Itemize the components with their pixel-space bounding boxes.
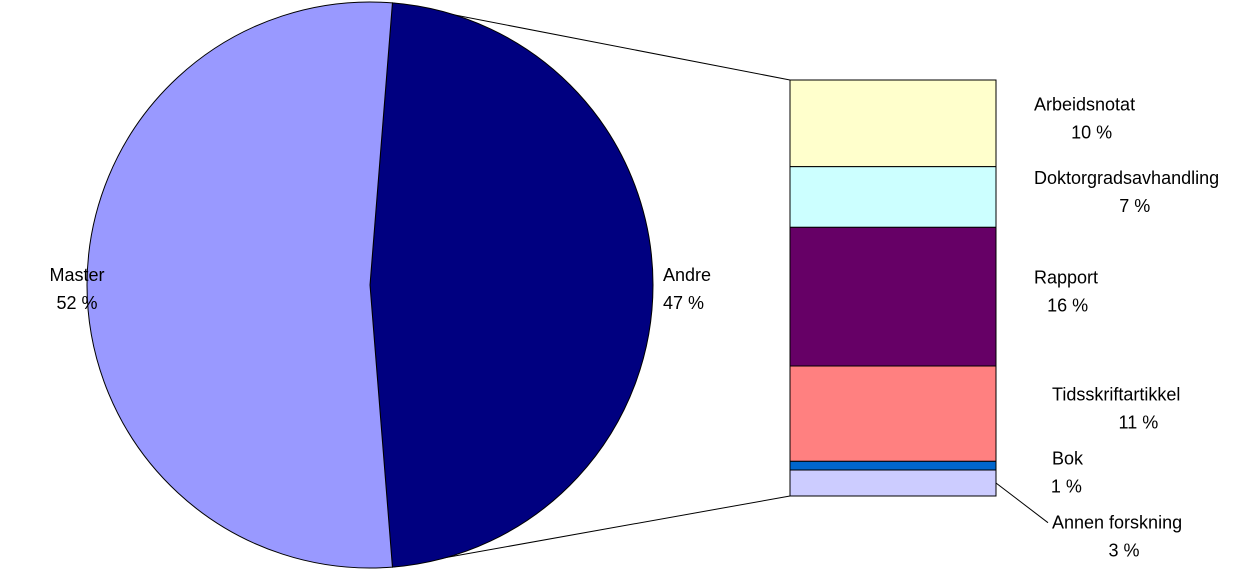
leader-line-annen-forskning [995, 482, 1049, 524]
breakdown-bar [789, 79, 997, 497]
bar-label-arbeidsnotat-value: 10 % [1071, 122, 1112, 142]
connector-line-bottom [392, 495, 791, 568]
pie-label-master-value: 52 % [56, 293, 97, 313]
bar-label-doktorgradsavhandling-value: 7 % [1119, 196, 1150, 216]
pie-slice-master [86, 1, 393, 569]
data-labels: Andre 47 % Master 52 % Arbeidsnotat 10 % Dokto… [49, 94, 1219, 560]
bar-label-rapport-name: Rapport [1034, 268, 1098, 288]
bar-label-doktorgradsavhandling-name: Doktorgradsavhandling [1034, 168, 1219, 188]
bar-label-annen-forskning-name: Annen forskning [1052, 513, 1182, 533]
bar-label-bok-name: Bok [1052, 449, 1084, 469]
bar-label-annen-forskning-value: 3 % [1108, 541, 1139, 561]
bar-segment-doktorgradsavhandling [789, 166, 997, 228]
bar-segment-rapport [789, 226, 997, 367]
bar-label-tidsskriftartikkel-value: 11 % [1119, 413, 1159, 433]
bar-segment-arbeidsnotat [789, 79, 997, 168]
bar-segment-tidsskriftartikkel [789, 365, 997, 462]
pie-label-andre-value: 47 % [663, 293, 704, 313]
bar-label-tidsskriftartikkel-name: Tidsskriftartikkel [1052, 385, 1180, 405]
pie-slice-andre [369, 2, 654, 568]
pie-label-master-name: Master [49, 265, 104, 285]
pie [86, 1, 654, 569]
bar-segment-bok [789, 460, 997, 471]
bar-label-rapport-value: 16 % [1047, 296, 1088, 316]
pie-label-andre-name: Andre [663, 265, 711, 285]
bar-label-bok-value: 1 % [1051, 477, 1082, 497]
bar-segment-annen-forskning [789, 469, 997, 497]
bar-label-arbeidsnotat-name: Arbeidsnotat [1034, 94, 1135, 114]
